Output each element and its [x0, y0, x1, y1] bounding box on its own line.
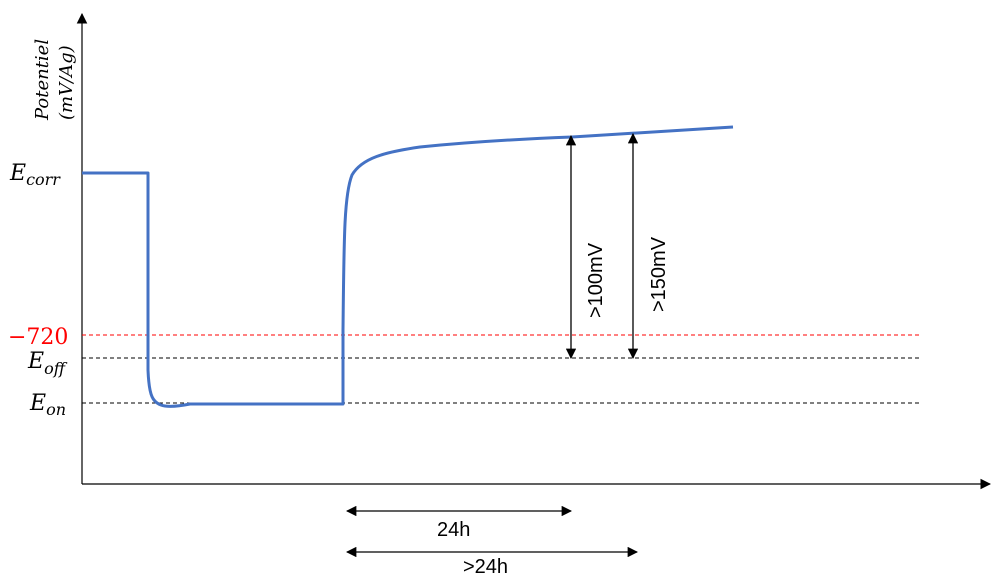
label-150mv: >150mV	[648, 236, 670, 312]
label-ecorr: Ecorr	[9, 161, 61, 189]
y-axis-label-line1: Potentiel	[32, 39, 53, 121]
label-100mv: >100mV	[585, 242, 607, 318]
potential-curve	[82, 125, 734, 408]
label-eon: Eon	[29, 391, 66, 419]
y-axis-label: Potentiel (mV/Ag)	[32, 39, 77, 121]
label-24h-plus: >24h	[463, 556, 508, 575]
y-axis-label-line2: (mV/Ag)	[56, 45, 77, 120]
label-minus720: −720	[8, 325, 68, 350]
label-24h: 24h	[437, 519, 470, 541]
label-eoff: Eoff	[27, 349, 68, 378]
